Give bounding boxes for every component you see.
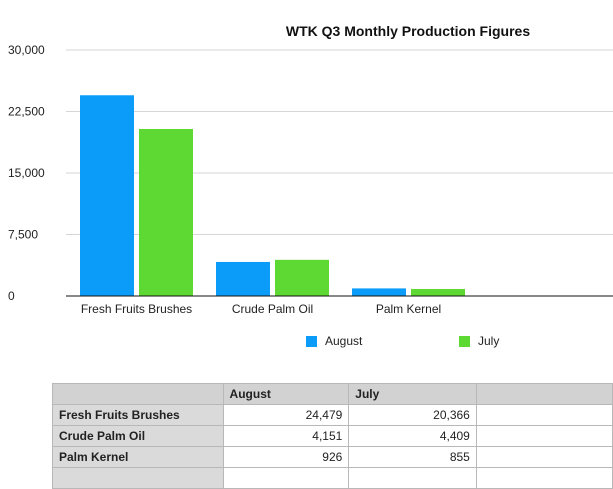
table-cell-august: 926 <box>222 446 350 468</box>
y-tick-label: 30,000 <box>8 43 45 57</box>
legend-swatch-august <box>306 335 317 347</box>
legend: August July <box>0 334 613 350</box>
bar-july-1 <box>275 259 329 296</box>
table-row-label: Crude Palm Oil <box>52 425 224 447</box>
table-row: Fresh Fruits Brushes 24,479 20,366 <box>52 404 613 426</box>
table-cell-empty <box>475 404 613 426</box>
y-tick-label: 7,500 <box>8 228 38 242</box>
bar-august-2 <box>352 288 406 296</box>
table-cell-empty <box>475 446 613 468</box>
bars <box>80 95 465 296</box>
x-tick-label: Fresh Fruits Brushes <box>81 302 192 316</box>
data-table: August July Fresh Fruits Brushes 24,479 … <box>52 383 613 489</box>
legend-item-july: July <box>459 334 499 348</box>
table-header-corner <box>52 383 224 405</box>
bar-august-1 <box>216 261 270 296</box>
table-cell-august: 4,151 <box>222 425 350 447</box>
y-axis-ticks: 0 7,500 15,000 22,500 30,000 <box>8 43 45 303</box>
legend-label-july: July <box>478 334 500 348</box>
chart-title: WTK Q3 Monthly Production Figures <box>286 23 530 39</box>
table-cell-empty <box>475 425 613 447</box>
bar-july-2 <box>411 288 465 296</box>
table-row-partial <box>52 467 613 489</box>
table-row: Palm Kernel 926 855 <box>52 446 613 468</box>
table-cell-empty <box>222 467 350 489</box>
table-header-august: August <box>222 383 350 405</box>
bar-chart: WTK Q3 Monthly Production Figures 0 7,500… <box>8 23 613 316</box>
table-header-empty <box>475 383 613 405</box>
y-tick-label: 22,500 <box>8 105 45 119</box>
table-header-row: August July <box>52 383 613 405</box>
table-header-july: July <box>348 383 477 405</box>
legend-label-august: August <box>325 334 363 348</box>
table-cell-empty <box>348 467 477 489</box>
table-cell-empty <box>475 467 613 489</box>
table-cell-august: 24,479 <box>222 404 350 426</box>
table-cell-july: 4,409 <box>348 425 477 447</box>
legend-item-august: August <box>306 334 362 348</box>
legend-swatch-july <box>459 335 470 347</box>
table-cell-july: 20,366 <box>348 404 477 426</box>
table-row: Crude Palm Oil 4,151 4,409 <box>52 425 613 447</box>
y-tick-label: 15,000 <box>8 166 45 180</box>
table-cell-july: 855 <box>348 446 477 468</box>
x-tick-label: Palm Kernel <box>376 302 441 316</box>
table-row-label: Palm Kernel <box>52 446 224 468</box>
bar-august-0 <box>80 95 134 296</box>
x-tick-label: Crude Palm Oil <box>232 302 313 316</box>
y-tick-label: 0 <box>8 289 15 303</box>
table-row-label: Fresh Fruits Brushes <box>52 404 224 426</box>
table-row-label-empty <box>52 467 224 489</box>
bar-july-0 <box>139 128 193 296</box>
x-axis-ticks: Fresh Fruits Brushes Crude Palm Oil Palm K… <box>81 302 441 316</box>
